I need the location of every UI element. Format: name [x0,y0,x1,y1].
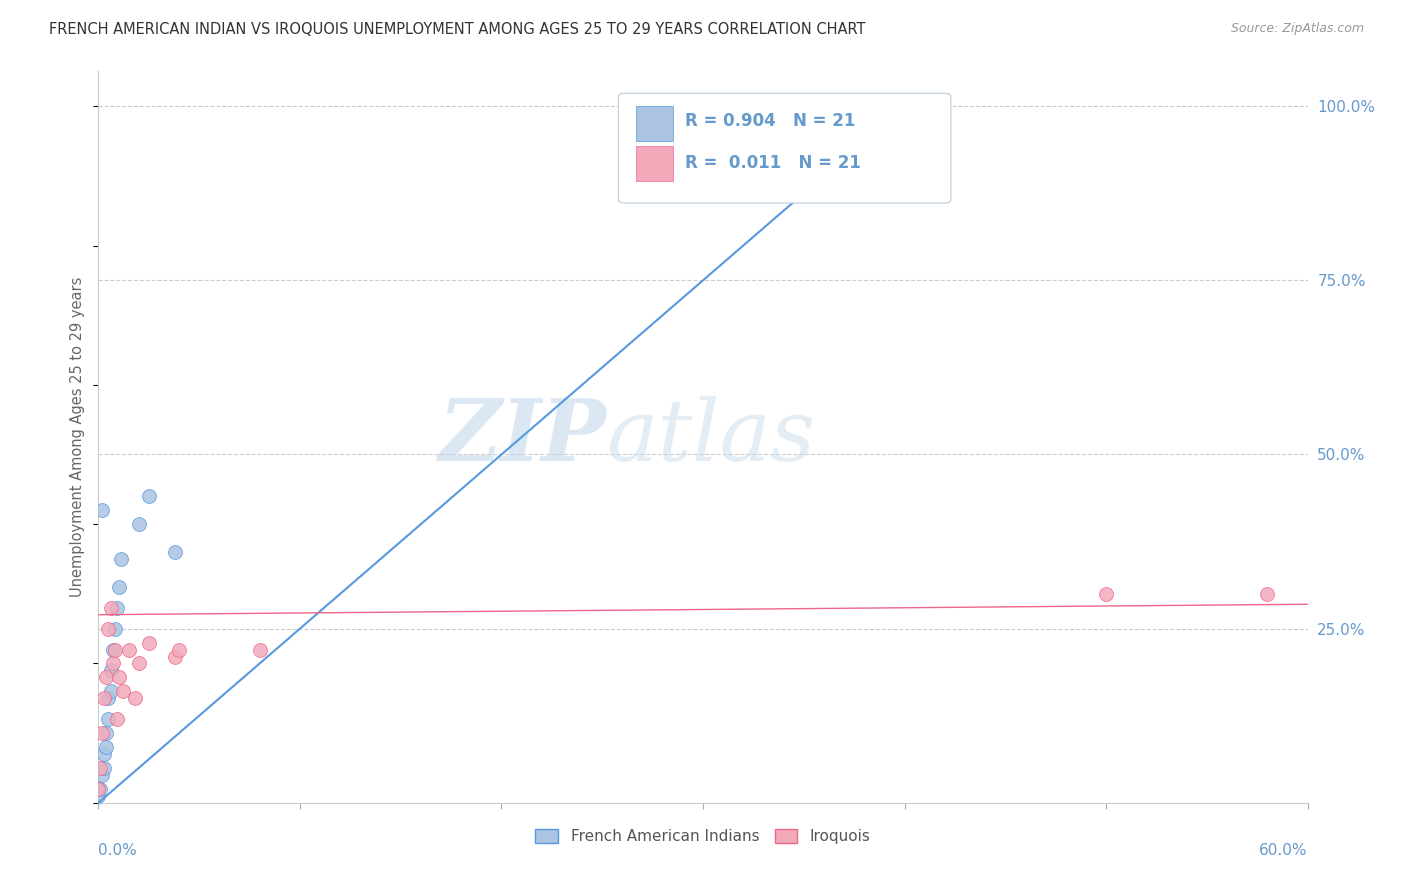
Point [103,642,125,657]
Point [103,622,125,636]
Point [1095,587,1118,601]
Point [128,657,150,671]
Point [100,600,122,615]
Point [97,622,120,636]
Text: R =  0.011   N = 21: R = 0.011 N = 21 [685,153,860,172]
Text: 0.0%: 0.0% [98,843,138,858]
Point [111,684,134,698]
Point [91,768,114,782]
Point [96,670,118,684]
Point [100,664,122,678]
Point [1256,587,1278,601]
Point [100,684,122,698]
Point [138,489,160,503]
Text: R = 0.904   N = 21: R = 0.904 N = 21 [685,112,855,130]
Point [107,580,129,594]
Point [101,657,124,671]
Point [163,649,186,664]
Point [118,642,141,657]
Point [89,761,111,775]
Point [87,789,110,803]
FancyBboxPatch shape [637,146,672,181]
Legend: French American Indians, Iroquois: French American Indians, Iroquois [530,822,876,850]
Point [97,691,120,706]
Point [167,642,190,657]
Point [97,712,120,726]
Point [124,691,146,706]
Point [89,781,111,796]
Point [138,635,160,649]
Point [93,747,115,761]
Point [91,503,114,517]
Point [87,781,110,796]
Point [110,552,132,566]
Point [91,726,114,740]
Point [105,712,128,726]
Text: FRENCH AMERICAN INDIAN VS IROQUOIS UNEMPLOYMENT AMONG AGES 25 TO 29 YEARS CORREL: FRENCH AMERICAN INDIAN VS IROQUOIS UNEMP… [49,22,866,37]
Point [893,99,915,113]
Point [96,726,118,740]
Point [128,517,150,532]
Text: 60.0%: 60.0% [1260,843,1308,858]
Y-axis label: Unemployment Among Ages 25 to 29 years: Unemployment Among Ages 25 to 29 years [70,277,86,598]
Text: atlas: atlas [606,396,815,478]
Text: ZIP: ZIP [439,395,606,479]
Point [163,545,186,559]
Point [96,740,118,755]
Point [101,642,124,657]
Point [93,761,115,775]
Point [249,642,271,657]
Point [107,670,129,684]
Text: Source: ZipAtlas.com: Source: ZipAtlas.com [1230,22,1364,36]
FancyBboxPatch shape [637,106,672,141]
FancyBboxPatch shape [619,94,950,203]
Point [93,691,115,706]
Point [105,600,128,615]
